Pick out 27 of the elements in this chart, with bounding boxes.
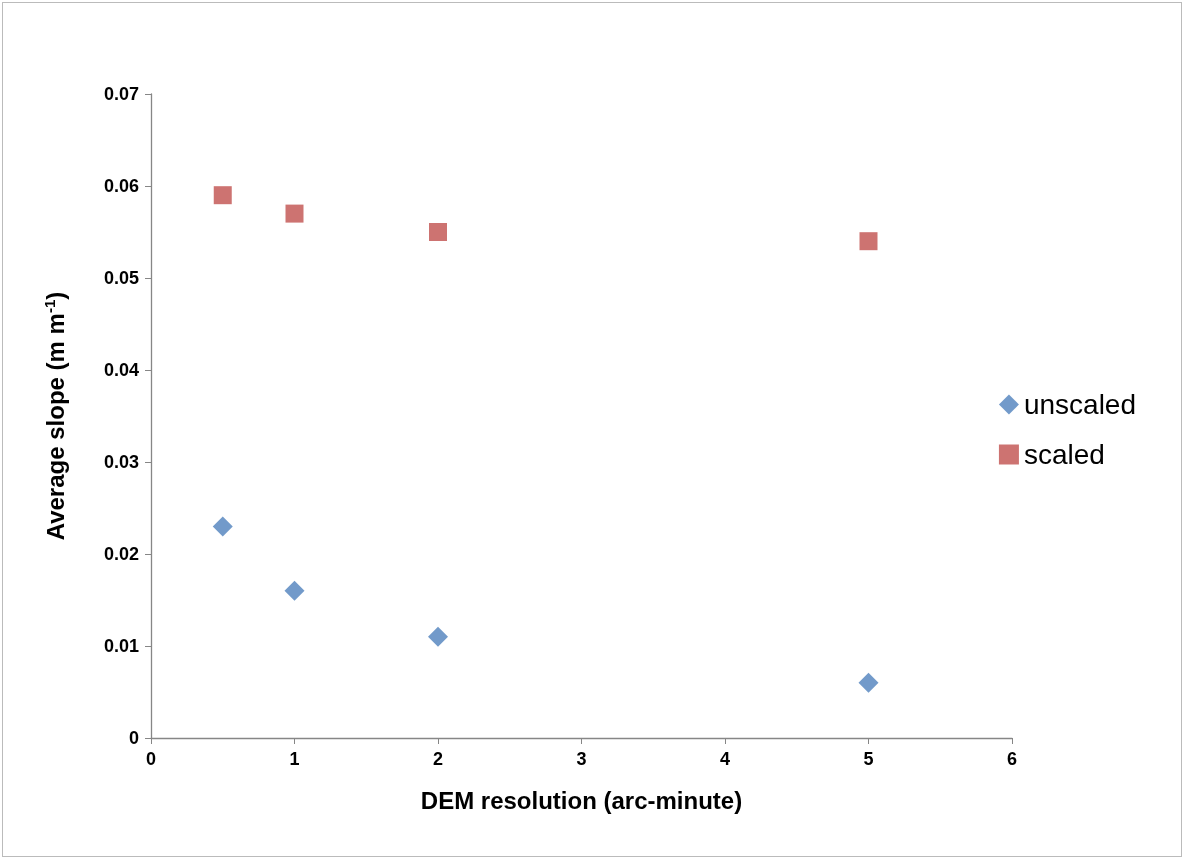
legend-label: scaled: [1023, 439, 1105, 470]
y-tick-label: 0: [128, 728, 139, 748]
y-tick-label: 0.05: [103, 268, 139, 288]
point: [212, 516, 233, 537]
y-tick-label: 0.03: [103, 452, 139, 472]
x-tick-label: 5: [863, 749, 874, 769]
x-tick-label: 3: [576, 749, 587, 769]
point: [213, 186, 232, 205]
legend-label: unscaled: [1023, 389, 1137, 420]
point: [428, 626, 448, 647]
point: [858, 672, 879, 693]
point: [284, 580, 305, 601]
x-axis-title: DEM resolution (arc-minute): [420, 786, 743, 814]
y-tick-label: 0.04: [103, 360, 139, 380]
point: [859, 232, 878, 251]
y-tick-label: 0.02: [103, 544, 139, 564]
x-tick-label: 4: [719, 749, 731, 769]
x-tick-label: 0: [145, 749, 157, 769]
point: [429, 223, 447, 241]
y-tick-label: 0.06: [103, 176, 139, 196]
point: [285, 204, 304, 223]
y-tick-label: 0.07: [103, 84, 139, 104]
x-tick-label: 1: [289, 749, 300, 769]
x-tick-label: 2: [432, 749, 444, 769]
x-tick-label: 6: [1006, 749, 1018, 769]
y-tick-label: 0.01: [103, 636, 139, 656]
y-axis-title: Average slope (m m-1): [41, 291, 69, 541]
